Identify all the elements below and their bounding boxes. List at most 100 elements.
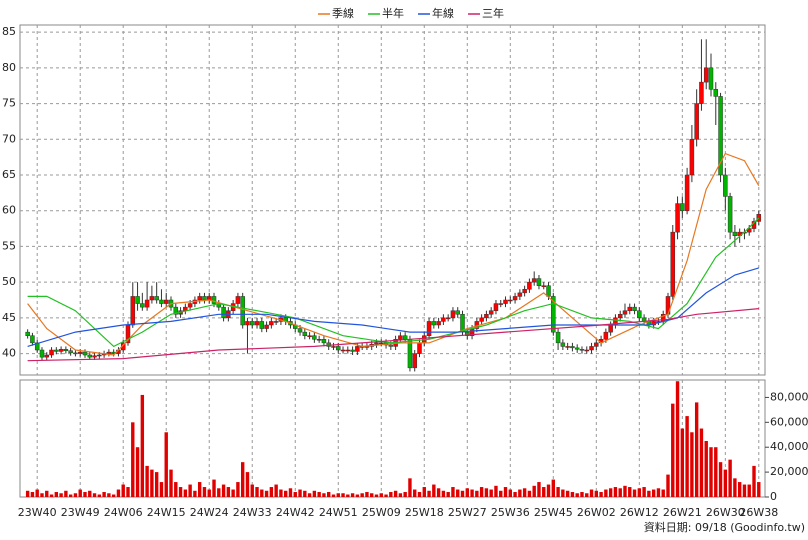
- candle-body: [245, 321, 250, 326]
- volume-bar: [102, 492, 106, 497]
- candle-body: [240, 296, 245, 326]
- legend-label: 年線: [432, 6, 454, 20]
- candle-body: [379, 342, 384, 345]
- volume-bar: [240, 462, 245, 497]
- candle-body: [321, 339, 327, 344]
- legend-label: 季線: [332, 6, 354, 20]
- candle-body: [632, 306, 637, 311]
- candle-body: [570, 346, 575, 349]
- volume-bar: [704, 440, 708, 497]
- volume-bar: [456, 489, 460, 497]
- volume-bar: [312, 490, 317, 497]
- candle-body: [493, 303, 499, 311]
- volume-bar: [283, 490, 288, 497]
- volume-bar: [135, 447, 140, 497]
- candle-body: [49, 349, 54, 356]
- volume-bar: [183, 489, 188, 497]
- volume-bar: [666, 474, 670, 497]
- candle-body: [350, 349, 355, 352]
- candle-body: [584, 349, 590, 352]
- volume-bar: [83, 492, 87, 497]
- candle-body: [44, 354, 50, 358]
- candle-body: [694, 103, 699, 140]
- candle-body: [159, 299, 164, 304]
- y-tick-label: 55: [2, 239, 16, 252]
- volume-bar: [580, 492, 584, 497]
- candle-body: [140, 303, 145, 308]
- candle-body: [522, 289, 527, 294]
- volume-bar: [25, 490, 30, 497]
- volume-bar: [107, 493, 111, 497]
- candle-body: [312, 335, 317, 340]
- volume-bar: [413, 489, 417, 497]
- x-tick-label: 23W49: [61, 506, 100, 519]
- ma-line: [27, 308, 759, 362]
- legend-label: 三年: [482, 6, 504, 20]
- volume-bar: [484, 488, 489, 497]
- volume-bar: [542, 487, 546, 497]
- volume-bar: [604, 489, 608, 497]
- candle-body: [512, 296, 518, 301]
- volume-bar: [694, 402, 699, 497]
- volume-bar: [451, 487, 455, 497]
- candle-body: [503, 299, 508, 304]
- candle-body: [450, 310, 456, 319]
- candle-body: [92, 355, 97, 358]
- volume-bar: [121, 484, 125, 497]
- y2-tick-label: 0: [770, 490, 777, 503]
- volume-bar: [723, 469, 728, 497]
- volume-bar: [656, 488, 661, 497]
- volume-bar: [245, 472, 250, 497]
- volume-bar: [221, 484, 226, 497]
- volume-bar: [140, 394, 145, 497]
- candle-body: [73, 352, 78, 355]
- volume-bar: [393, 490, 398, 497]
- volume-bar: [202, 487, 207, 497]
- volume-bar: [274, 484, 278, 497]
- volume-bar: [331, 494, 336, 497]
- volume-bar: [623, 485, 627, 497]
- volume-bar: [374, 494, 379, 497]
- volume-bar: [154, 472, 159, 497]
- volume-bar: [336, 493, 340, 497]
- volume-bar: [499, 490, 503, 497]
- volume-bar: [260, 489, 264, 497]
- volume-bar: [422, 487, 426, 497]
- volume-bar: [379, 493, 383, 497]
- volume-bar: [532, 485, 536, 497]
- volume-bar: [565, 490, 570, 497]
- candle-body: [622, 310, 628, 315]
- x-tick-label: 24W15: [147, 506, 186, 519]
- candle-body: [374, 342, 379, 345]
- volume-bar: [408, 478, 412, 497]
- candle-body: [336, 346, 341, 351]
- volume-bar: [116, 489, 121, 497]
- candle-body: [699, 81, 704, 104]
- candle-body: [560, 342, 566, 347]
- x-tick-label: 23W40: [18, 506, 57, 519]
- candle-body: [254, 321, 260, 326]
- volume-bar: [513, 492, 517, 497]
- candle-body: [455, 310, 460, 315]
- volume-bar: [88, 490, 92, 497]
- candle-body: [689, 139, 695, 176]
- candle-body: [302, 331, 308, 336]
- volume-bar: [575, 493, 579, 497]
- candle-body: [713, 89, 719, 97]
- x-tick-label: 24W33: [233, 506, 272, 519]
- volume-bar: [40, 493, 44, 497]
- volume-bar: [489, 489, 493, 497]
- candle-body: [617, 314, 623, 319]
- volume-bar: [126, 487, 130, 497]
- candle-body: [273, 321, 279, 323]
- candle-body: [608, 324, 613, 333]
- candle-body: [684, 174, 690, 211]
- volume-bar: [460, 490, 465, 497]
- y-tick-label: 85: [2, 25, 16, 38]
- volume-bar: [432, 484, 436, 497]
- candle-body: [565, 346, 570, 348]
- volume-bar: [174, 482, 178, 497]
- y-tick-label: 70: [2, 132, 16, 145]
- y-tick-label: 65: [2, 168, 16, 181]
- volume-bar: [193, 490, 197, 497]
